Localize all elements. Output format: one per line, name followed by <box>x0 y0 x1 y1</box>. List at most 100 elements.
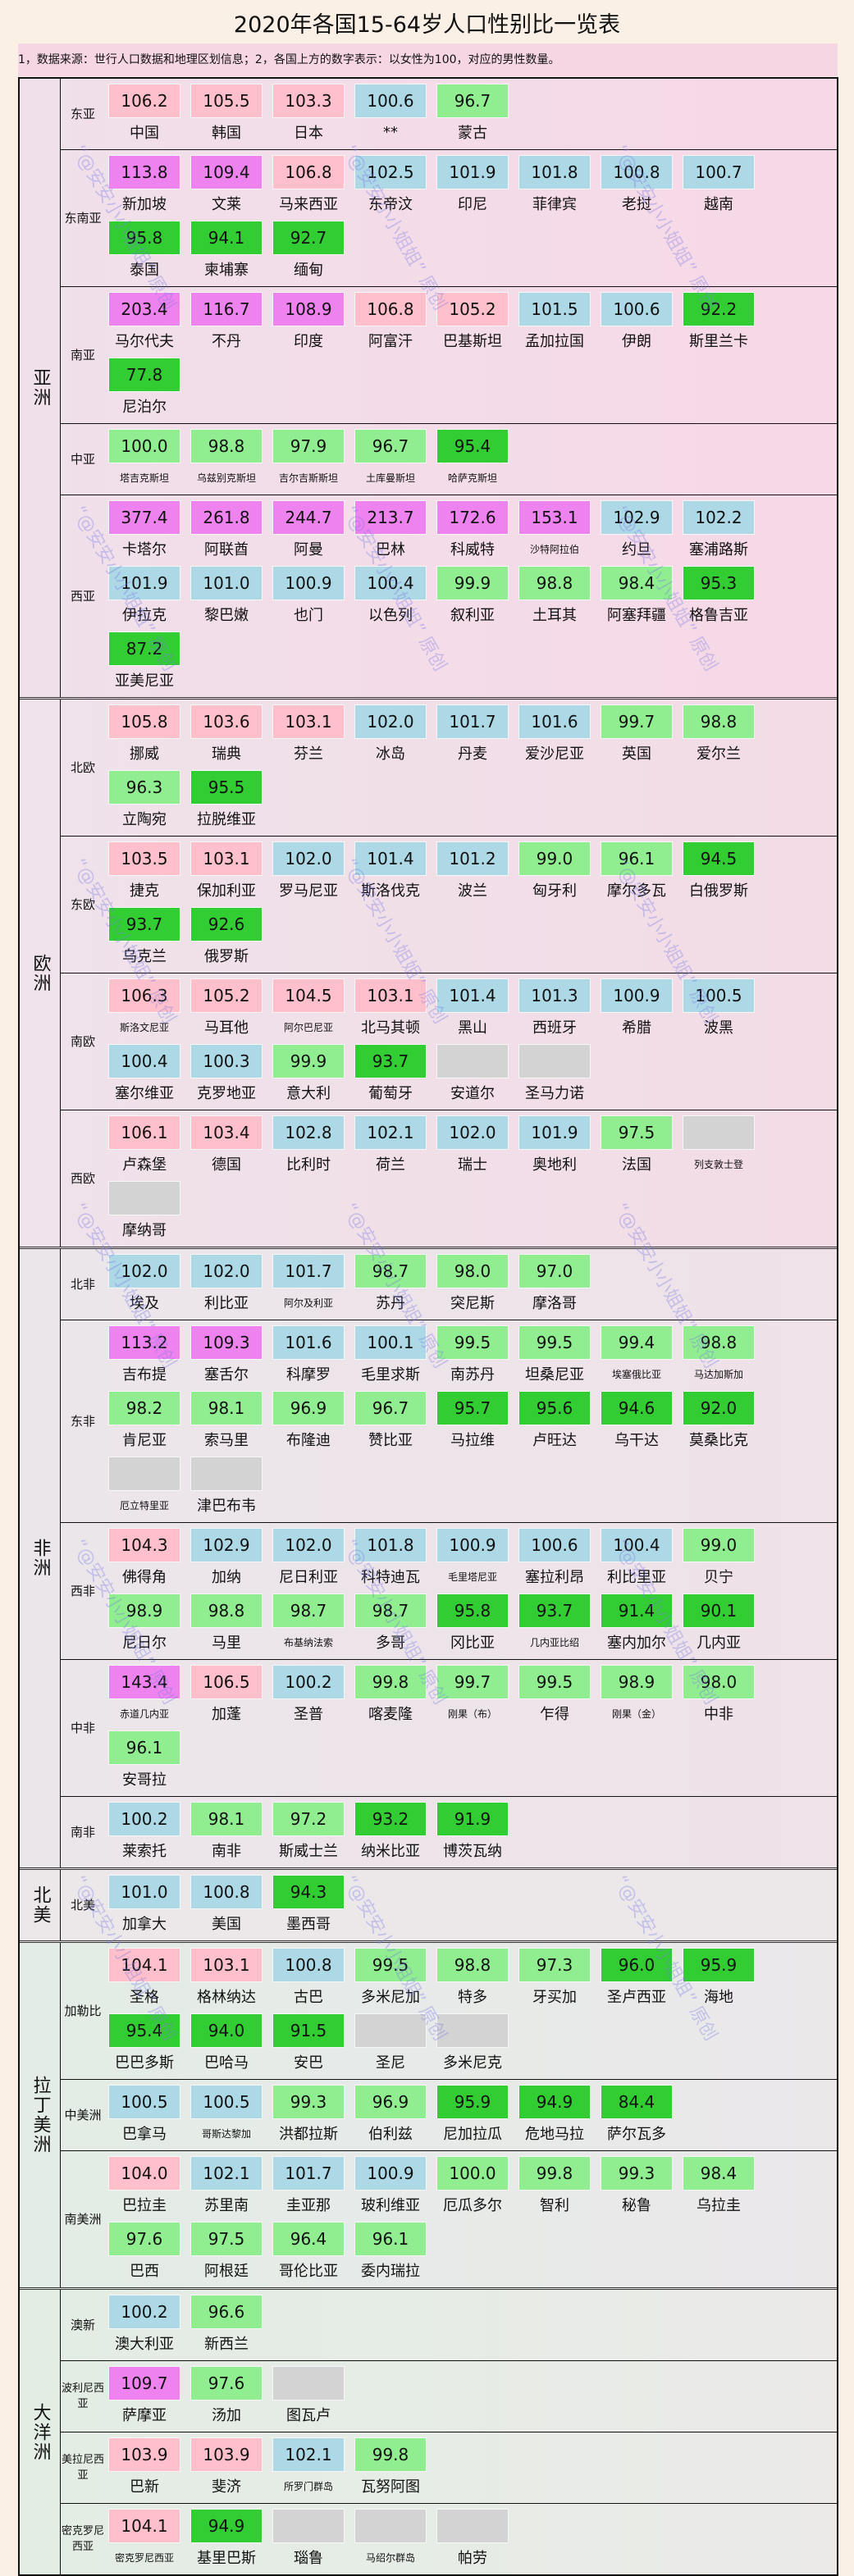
country-cell: 100.3 克罗地亚 <box>190 1044 263 1110</box>
country-name: 葡萄牙 <box>368 1085 413 1102</box>
sex-ratio-value: 95.8 <box>108 221 180 255</box>
country-name: 斯里兰卡 <box>689 333 748 350</box>
country-cell: 100.2 圣普 <box>272 1665 345 1730</box>
country-name: 阿根廷 <box>204 2263 249 2280</box>
country-cell: 203.4 马尔代夫 <box>107 292 181 358</box>
sex-ratio-value: 99.3 <box>272 2085 345 2119</box>
country-name: 罗马尼亚 <box>279 882 338 900</box>
sex-ratio-value: 103.9 <box>190 2437 263 2472</box>
sex-ratio-value: 101.5 <box>518 292 591 326</box>
country-cell: 101.7 丹麦 <box>436 704 509 770</box>
country-name: 塞拉利昂 <box>525 1569 584 1586</box>
sex-ratio-value: 213.7 <box>354 500 427 535</box>
country-cell: 马绍尔群岛 <box>354 2509 427 2574</box>
country-cell: 安道尔 <box>436 1044 509 1110</box>
country-name: 秘鲁 <box>622 2197 651 2214</box>
continent-label: 拉丁美洲 <box>20 1943 61 2287</box>
country-cell: 94.9 危地马拉 <box>518 2085 591 2150</box>
sex-ratio-value: 94.0 <box>190 2013 263 2048</box>
sex-ratio-value: 106.3 <box>108 978 180 1013</box>
data-source-note: 1，数据来源：世行人口数据和地理区划信息；2，各国上方的数字表示：以女性为100… <box>18 43 838 76</box>
country-cell: 153.1 沙特阿拉伯 <box>518 500 591 566</box>
sex-ratio-value: 102.0 <box>108 1254 180 1288</box>
region-row: 西亚 377.4 卡塔尔 261.8 阿联酋 244.7 阿曼 213.7 巴林 172.6 科威特… <box>61 495 837 697</box>
country-cell: 102.0 罗马尼亚 <box>272 841 345 907</box>
sex-ratio-value: 99.7 <box>601 704 673 739</box>
country-name: 也门 <box>294 607 323 624</box>
sex-ratio-value: 100.6 <box>518 1528 591 1562</box>
country-name: 萨尔瓦多 <box>607 2126 666 2143</box>
country-name: 奥地利 <box>532 1156 577 1174</box>
sex-ratio-value: 100.2 <box>272 1665 345 1699</box>
region-row: 澳新 100.2 澳大利亚 96.6 新西兰 <box>61 2290 837 2361</box>
country-name: 意大利 <box>286 1085 331 1102</box>
country-name: 智利 <box>540 2197 569 2214</box>
region-label: 中亚 <box>70 451 95 467</box>
country-cell: 102.0 利比亚 <box>190 1254 263 1320</box>
sex-ratio-value: 97.6 <box>108 2222 180 2256</box>
sex-ratio-value: 98.8 <box>683 704 755 739</box>
country-cell: 95.4 哈萨克斯坦 <box>436 429 509 495</box>
country-cell: 104.3 佛得角 <box>107 1528 181 1593</box>
country-cell: 98.8 土耳其 <box>518 566 591 631</box>
country-name: 突尼斯 <box>450 1295 495 1312</box>
country-cell: 100.5 哥斯达黎加 <box>190 2085 263 2150</box>
sex-ratio-value: 102.9 <box>190 1528 263 1562</box>
sex-ratio-value: 90.1 <box>683 1593 755 1628</box>
country-cell: 98.7 多哥 <box>354 1593 427 1659</box>
sex-ratio-value: 102.1 <box>354 1115 427 1150</box>
country-name: 西班牙 <box>532 1019 577 1037</box>
country-name: 黑山 <box>458 1019 487 1037</box>
country-cell: 106.5 加蓬 <box>190 1665 263 1730</box>
country-cell: 103.1 北马其顿 <box>354 978 427 1044</box>
country-cell: 100.8 古巴 <box>272 1948 345 2013</box>
continent-section: 欧洲 北欧 105.8 挪威 103.6 瑞典 103.1 芬兰 102.0 冰岛 101.7 丹麦 1… <box>20 700 837 1249</box>
country-cell: 172.6 科威特 <box>436 500 509 566</box>
sex-ratio-value: 97.5 <box>601 1115 673 1150</box>
region-label: 北欧 <box>70 759 95 775</box>
sex-ratio-value: 102.2 <box>683 500 755 535</box>
country-name: 塞内加尔 <box>607 1635 666 1652</box>
sex-ratio-value: 92.6 <box>190 907 263 941</box>
country-name: 刚果（布） <box>447 1707 497 1720</box>
sex-ratio-value: 92.0 <box>683 1391 755 1425</box>
sex-ratio-value: 105.8 <box>108 704 180 739</box>
country-cell: 101.8 菲律宾 <box>518 155 591 221</box>
country-cell: 99.8 智利 <box>518 2156 591 2222</box>
sex-ratio-value: 100.9 <box>272 566 345 600</box>
country-cell: 92.2 斯里兰卡 <box>682 292 756 358</box>
country-cell: 100.6 伊朗 <box>600 292 674 358</box>
country-cell: 101.4 斯洛伐克 <box>354 841 427 907</box>
country-cell: 94.3 墨西哥 <box>272 1875 345 1940</box>
region-row: 西非 104.3 佛得角 102.9 加纳 102.0 尼日利亚 101.8 科特迪瓦 100.9… <box>61 1523 837 1660</box>
sex-ratio-value: 84.4 <box>601 2085 673 2119</box>
region-label: 东欧 <box>70 896 95 912</box>
sex-ratio-value: 102.5 <box>354 155 427 189</box>
sex-ratio-value: 98.9 <box>601 1665 673 1699</box>
sex-ratio-value: 99.5 <box>354 1948 427 1982</box>
country-name: 列支敦士登 <box>693 1158 743 1170</box>
country-cell: 101.7 阿尔及利亚 <box>272 1254 345 1320</box>
country-name: 约旦 <box>622 541 651 559</box>
country-cell: 列支敦士登 <box>682 1115 756 1181</box>
country-name: 几内亚 <box>696 1635 741 1652</box>
country-cell: 102.5 东帝汶 <box>354 155 427 221</box>
country-name: 卢旺达 <box>532 1432 577 1449</box>
sex-ratio-value: 96.1 <box>354 2222 427 2256</box>
sex-ratio-value: 100.5 <box>683 978 755 1013</box>
country-name: 尼日尔 <box>122 1635 167 1652</box>
country-name: 委内瑞拉 <box>361 2263 420 2280</box>
country-name: 阿尔巴尼亚 <box>283 1021 333 1033</box>
sex-ratio-value: 98.8 <box>190 429 263 463</box>
sex-ratio-value: 104.0 <box>108 2156 180 2191</box>
country-name: 阿塞拜疆 <box>607 607 666 624</box>
country-name: 叙利亚 <box>450 607 495 624</box>
sex-ratio-value: 143.4 <box>108 1665 180 1699</box>
sex-ratio-value: 98.4 <box>601 566 673 600</box>
country-name: 捷克 <box>130 882 159 900</box>
country-name: 老挝 <box>622 196 651 213</box>
country-name: 保加利亚 <box>197 882 256 900</box>
country-cell: 109.7 萨摩亚 <box>107 2366 181 2432</box>
sex-ratio-value: 109.7 <box>108 2366 180 2400</box>
country-cell: 113.2 吉布提 <box>107 1325 181 1391</box>
